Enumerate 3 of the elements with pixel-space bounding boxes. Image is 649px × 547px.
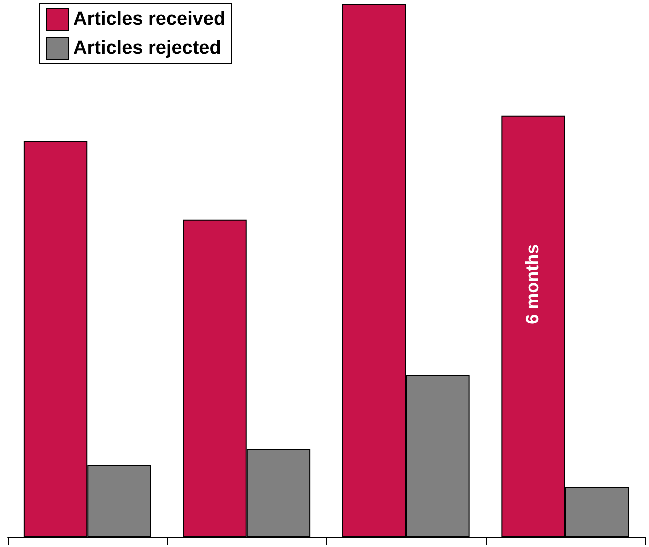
- annotation: 6 months: [522, 244, 542, 324]
- legend-label: Articles rejected: [74, 38, 222, 59]
- legend-label: Articles received: [74, 9, 226, 30]
